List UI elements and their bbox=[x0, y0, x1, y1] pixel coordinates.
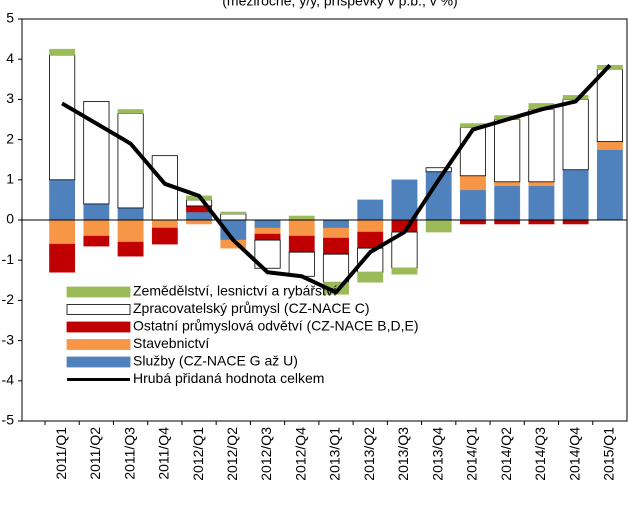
y-tick-label: 2 bbox=[6, 130, 14, 146]
bar-segment bbox=[220, 213, 247, 221]
y-tick-label: 4 bbox=[6, 50, 14, 66]
bar-segment bbox=[151, 227, 178, 245]
y-tick-label: -4 bbox=[2, 372, 15, 388]
bar-segment bbox=[596, 141, 623, 150]
y-tick-label: 1 bbox=[6, 171, 14, 187]
legend-swatch bbox=[66, 321, 131, 333]
x-tick-label: 2013/Q2 bbox=[361, 427, 377, 481]
bar-segment bbox=[357, 219, 384, 233]
legend-label: Služby (CZ-NACE G až U) bbox=[133, 353, 298, 369]
y-tick-label: 0 bbox=[6, 211, 14, 227]
legend-label: Hrubá přidaná hodnota celkem bbox=[133, 370, 324, 386]
bar-segment bbox=[528, 185, 555, 221]
bar-segment bbox=[323, 227, 349, 239]
bar-segment bbox=[254, 233, 281, 241]
bar-segment bbox=[562, 169, 589, 221]
y-tick-label: -5 bbox=[2, 412, 15, 428]
x-tick-label: 2013/Q4 bbox=[429, 427, 445, 481]
legend-swatch bbox=[66, 356, 131, 368]
x-tick-label: 2014/Q3 bbox=[532, 427, 548, 481]
bar-segment bbox=[117, 241, 144, 257]
x-tick-label: 2011/Q1 bbox=[53, 427, 69, 480]
bar-segment bbox=[323, 237, 349, 255]
legend-swatch bbox=[66, 304, 131, 315]
bar-segment bbox=[425, 219, 452, 233]
bar-segment bbox=[596, 149, 623, 221]
bar-segment bbox=[391, 179, 418, 221]
y-tick-label: -3 bbox=[2, 331, 15, 347]
bar-segment bbox=[117, 219, 144, 243]
y-tick-label: 3 bbox=[6, 90, 14, 106]
bar-segment bbox=[288, 251, 315, 277]
bar-segment bbox=[288, 215, 315, 221]
x-tick-label: 2013/Q1 bbox=[327, 427, 343, 481]
bar-segment bbox=[459, 127, 487, 177]
bar-segment bbox=[596, 68, 623, 143]
bar-segment bbox=[494, 119, 521, 183]
bar-segment bbox=[49, 219, 76, 245]
bar-segment bbox=[494, 185, 521, 221]
bar-segment bbox=[151, 219, 178, 229]
legend-label: Ostatní průmyslová odvětví (CZ-NACE B,D,… bbox=[133, 318, 419, 334]
bar-segment bbox=[83, 219, 110, 237]
bar-segment bbox=[528, 219, 555, 225]
bar-segment bbox=[391, 267, 418, 275]
bar-segment bbox=[322, 253, 350, 283]
legend-label: Stavebnictví bbox=[133, 335, 209, 351]
bar-segment bbox=[220, 211, 247, 215]
bar-segment bbox=[323, 219, 349, 229]
bar-segment bbox=[494, 181, 521, 187]
chart-title: (meziročně, y/y, příspěvky v p.b., v %) bbox=[222, 0, 457, 9]
legend-swatch bbox=[66, 339, 131, 350]
bar-segment bbox=[186, 211, 212, 221]
x-tick-label: 2012/Q2 bbox=[224, 427, 240, 481]
bar-segment bbox=[288, 235, 315, 253]
bar-segment bbox=[117, 109, 144, 114]
bar-segment bbox=[357, 199, 384, 221]
legend-label: Zpracovatelský průmysl (CZ-NACE C) bbox=[133, 300, 369, 316]
x-tick-label: 2012/Q3 bbox=[258, 427, 274, 481]
bar-segment bbox=[254, 227, 281, 235]
x-tick-label: 2012/Q4 bbox=[292, 427, 308, 481]
bar-segment bbox=[254, 219, 281, 229]
bar-segment bbox=[49, 48, 76, 56]
bar-segment bbox=[425, 167, 452, 173]
x-tick-label: 2011/Q2 bbox=[87, 427, 103, 480]
line-series bbox=[61, 63, 612, 295]
legend-swatch bbox=[66, 286, 131, 298]
bar-segment bbox=[460, 175, 486, 191]
bar-segment bbox=[83, 203, 110, 221]
x-tick-label: 2011/Q4 bbox=[156, 427, 172, 480]
legend-label: Zemědělství, lesnictví a rybářství bbox=[133, 283, 337, 299]
bar-segment bbox=[357, 272, 384, 283]
bar-segment bbox=[494, 219, 521, 225]
bar-segment bbox=[528, 181, 555, 187]
bar-segment bbox=[186, 219, 212, 225]
bar-segment bbox=[562, 219, 589, 225]
bar-segment bbox=[49, 179, 76, 221]
bar-segment bbox=[49, 54, 76, 181]
x-tick-label: 2014/Q1 bbox=[464, 427, 480, 481]
x-tick-label: 2013/Q3 bbox=[395, 427, 411, 481]
x-tick-label: 2015/Q1 bbox=[601, 427, 617, 481]
x-tick-label: 2012/Q1 bbox=[190, 427, 206, 481]
x-tick-label: 2011/Q3 bbox=[121, 427, 137, 480]
x-tick-label: 2014/Q4 bbox=[566, 427, 582, 481]
bar-segment bbox=[528, 109, 555, 183]
bar-segment bbox=[83, 235, 110, 247]
bar-segment bbox=[562, 99, 589, 171]
x-tick-label: 2014/Q2 bbox=[498, 427, 514, 481]
y-tick-label: -1 bbox=[2, 251, 15, 267]
bar-segment bbox=[460, 189, 486, 221]
bar-segment bbox=[117, 207, 144, 221]
bar-segment bbox=[460, 219, 486, 225]
y-tick-label: -2 bbox=[2, 291, 15, 307]
bar-segment bbox=[288, 219, 315, 237]
bar-segment bbox=[117, 113, 144, 209]
bar-segment bbox=[49, 243, 76, 273]
y-tick-label: 5 bbox=[6, 10, 14, 26]
